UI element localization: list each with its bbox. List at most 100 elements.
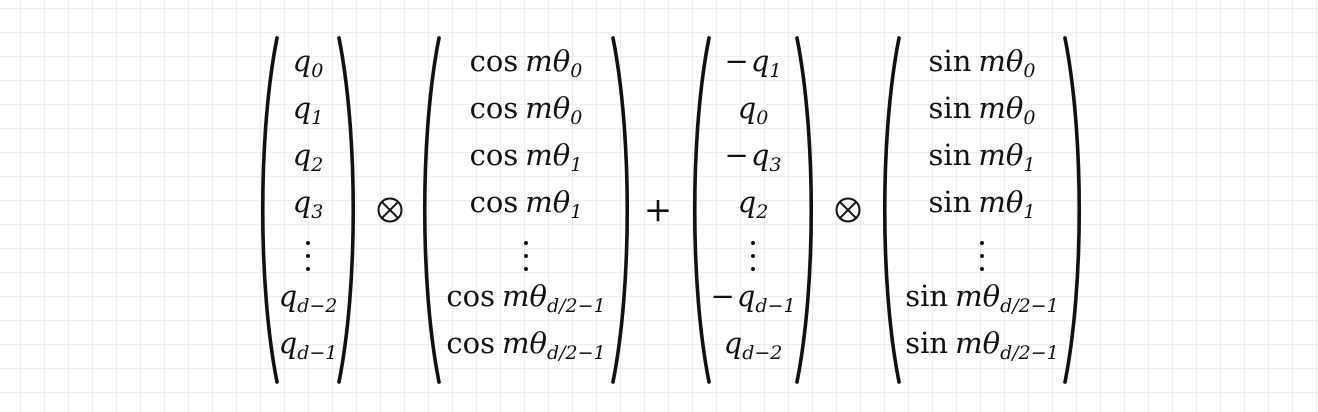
vector-cos: cos mθ0 cos mθ0 cos mθ1 cos mθ1 cos mθd/2−1 cos mθd… [420, 34, 632, 386]
otimes-operator-1: ⊗ [377, 197, 403, 223]
minus-sign: − [724, 138, 749, 172]
symbol: mθ [525, 185, 571, 219]
function-name: cos [469, 44, 519, 78]
right-paren [795, 36, 814, 384]
vector-q-rotated: −q1 q0 −q3 q2 −qd−1 qd−2 [690, 34, 816, 386]
symbol: mθ [525, 44, 571, 78]
vector-entry: q1 [272, 85, 344, 132]
vector-q-entries: q0 q1 q2 q3 qd−2 qd−1 [272, 38, 344, 367]
symbol: mθ [525, 138, 571, 172]
subscript: 3 [769, 154, 782, 176]
vector-entry: cos mθ1 [434, 179, 618, 226]
symbol: mθ [978, 44, 1024, 78]
vector-entry: sin mθ1 [894, 132, 1070, 179]
vector-q-rotated-entries: −q1 q0 −q3 q2 −qd−1 qd−2 [704, 38, 802, 367]
symbol: q [292, 91, 312, 125]
subscript: 0 [1023, 60, 1036, 82]
vector-entry: qd−1 [272, 320, 344, 367]
subscript: d−1 [755, 295, 796, 317]
symbol: mθ [978, 185, 1024, 219]
subscript: d−2 [742, 342, 783, 364]
vertical-ellipsis [524, 241, 528, 271]
vector-entry: qd−2 [704, 320, 802, 367]
subscript: 1 [311, 107, 324, 129]
vector-entry: cos mθ1 [434, 132, 618, 179]
subscript: 3 [311, 201, 324, 223]
subscript: d/2−1 [1000, 295, 1059, 317]
function-name: sin [928, 44, 972, 78]
left-paren [422, 36, 441, 384]
subscript: 2 [311, 154, 324, 176]
vector-sin: sin mθ0 sin mθ0 sin mθ1 sin mθ1 sin mθd/2−1 sin mθd… [880, 34, 1084, 386]
vector-entry: q2 [272, 132, 344, 179]
symbol: q [737, 185, 757, 219]
subscript: d−1 [297, 342, 338, 364]
function-name: cos [469, 91, 519, 125]
symbol: q [723, 326, 743, 360]
right-paren [611, 36, 630, 384]
vector-entry: sin mθ0 [894, 38, 1070, 85]
subscript: d/2−1 [546, 295, 606, 317]
vector-entry: cos mθ0 [434, 85, 618, 132]
vector-entry [704, 226, 802, 273]
symbol: q [292, 185, 312, 219]
subscript: 1 [1023, 154, 1036, 176]
vector-entry: cos mθ0 [434, 38, 618, 85]
symbol: q [737, 91, 757, 125]
subscript: 1 [1023, 201, 1036, 223]
symbol: mθ [955, 279, 1001, 313]
right-paren [1063, 36, 1082, 384]
symbol: q [292, 44, 312, 78]
symbol: mθ [501, 279, 547, 313]
symbol: q [292, 138, 312, 172]
symbol: q [278, 279, 298, 313]
vector-entry: −q3 [704, 132, 802, 179]
left-paren [260, 36, 279, 384]
vertical-ellipsis [980, 241, 984, 271]
vector-entry: q0 [272, 38, 344, 85]
vector-entry: sin mθ0 [894, 85, 1070, 132]
function-name: sin [905, 326, 949, 360]
symbol: mθ [978, 91, 1024, 125]
vector-entry: −qd−1 [704, 273, 802, 320]
vector-entry: q3 [272, 179, 344, 226]
function-name: cos [446, 279, 495, 313]
left-paren [882, 36, 901, 384]
vertical-ellipsis [751, 241, 755, 271]
symbol: mθ [955, 326, 1001, 360]
subscript: 0 [1023, 107, 1036, 129]
minus-sign: − [724, 44, 749, 78]
vector-entry: cos mθd/2−1 [434, 273, 618, 320]
subscript: 0 [756, 107, 769, 129]
vector-q: q0 q1 q2 q3 qd−2 qd−1 [258, 34, 358, 386]
subscript: d−2 [297, 295, 338, 317]
subscript: d/2−1 [546, 342, 606, 364]
subscript: 0 [570, 107, 583, 129]
subscript: 1 [570, 201, 583, 223]
function-name: cos [446, 326, 495, 360]
symbol: q [750, 138, 770, 172]
otimes-operator-2: ⊗ [835, 197, 861, 223]
function-name: cos [469, 138, 519, 172]
symbol: mθ [501, 326, 547, 360]
vector-entry [894, 226, 1070, 273]
symbol: mθ [525, 91, 571, 125]
symbol: q [278, 326, 298, 360]
subscript: 2 [756, 201, 769, 223]
function-name: sin [928, 185, 972, 219]
subscript: 1 [570, 154, 583, 176]
plus-operator: + [643, 190, 673, 230]
subscript: 0 [570, 60, 583, 82]
subscript: 0 [311, 60, 324, 82]
vector-cos-entries: cos mθ0 cos mθ0 cos mθ1 cos mθ1 cos mθd/2−1 cos mθd… [434, 38, 618, 367]
vector-entry: qd−2 [272, 273, 344, 320]
vector-entry: sin mθ1 [894, 179, 1070, 226]
subscript: 1 [769, 60, 782, 82]
symbol: mθ [978, 138, 1024, 172]
minus-sign: − [710, 279, 735, 313]
vector-entry [272, 226, 344, 273]
subscript: d/2−1 [1000, 342, 1059, 364]
vector-entry: q2 [704, 179, 802, 226]
function-name: sin [928, 91, 972, 125]
function-name: sin [905, 279, 949, 313]
